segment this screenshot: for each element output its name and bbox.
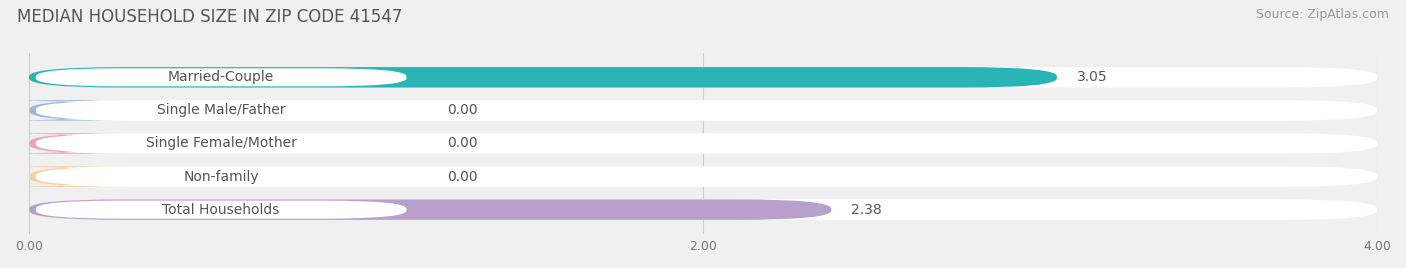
Text: Married-Couple: Married-Couple — [167, 70, 274, 84]
FancyBboxPatch shape — [30, 100, 1376, 121]
Text: 3.05: 3.05 — [1077, 70, 1108, 84]
Text: 2.38: 2.38 — [851, 203, 882, 217]
Text: Single Female/Mother: Single Female/Mother — [146, 136, 297, 151]
FancyBboxPatch shape — [35, 101, 406, 120]
FancyBboxPatch shape — [30, 199, 1376, 220]
Text: MEDIAN HOUSEHOLD SIZE IN ZIP CODE 41547: MEDIAN HOUSEHOLD SIZE IN ZIP CODE 41547 — [17, 8, 402, 26]
FancyBboxPatch shape — [1, 100, 124, 121]
FancyBboxPatch shape — [35, 135, 406, 152]
FancyBboxPatch shape — [35, 201, 406, 219]
Text: Total Households: Total Households — [163, 203, 280, 217]
FancyBboxPatch shape — [30, 166, 1376, 187]
FancyBboxPatch shape — [30, 199, 831, 220]
FancyBboxPatch shape — [1, 166, 124, 187]
FancyBboxPatch shape — [30, 67, 1057, 88]
FancyBboxPatch shape — [35, 168, 406, 185]
Text: 0.00: 0.00 — [447, 170, 478, 184]
Text: Source: ZipAtlas.com: Source: ZipAtlas.com — [1256, 8, 1389, 21]
FancyBboxPatch shape — [30, 67, 1376, 88]
FancyBboxPatch shape — [30, 133, 1376, 154]
Text: Non-family: Non-family — [183, 170, 259, 184]
Text: 0.00: 0.00 — [447, 103, 478, 117]
FancyBboxPatch shape — [35, 68, 406, 86]
FancyBboxPatch shape — [1, 133, 124, 154]
Text: Single Male/Father: Single Male/Father — [157, 103, 285, 117]
Text: 0.00: 0.00 — [447, 136, 478, 151]
